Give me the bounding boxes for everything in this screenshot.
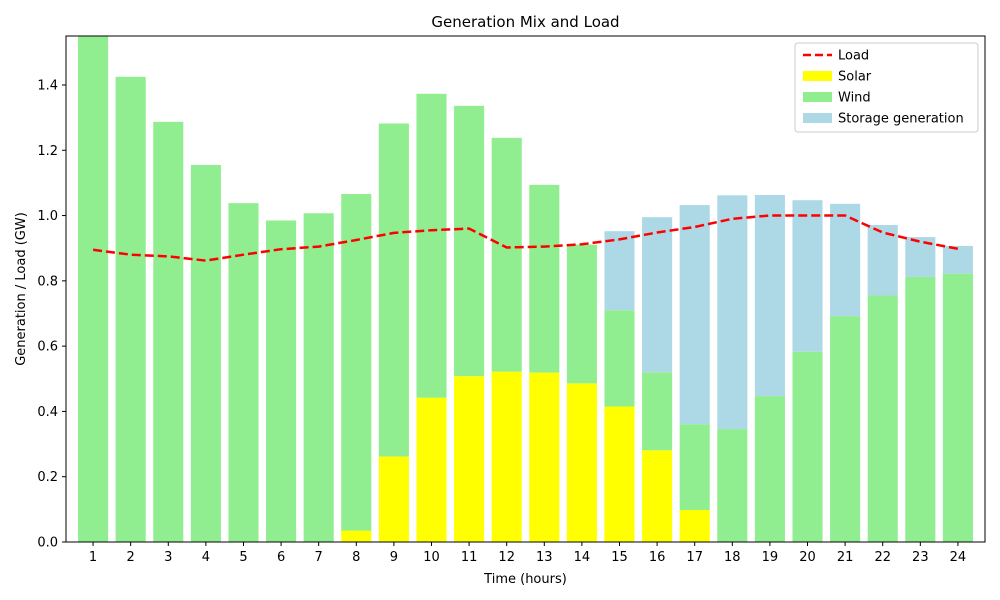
x-tick-label: 15	[611, 550, 628, 565]
x-tick-label: 22	[874, 550, 891, 565]
y-tick-label: 0.0	[37, 536, 58, 551]
solar-bar	[416, 397, 447, 542]
x-tick-label: 24	[950, 550, 967, 565]
x-tick-label: 20	[799, 550, 816, 565]
wind-bar	[78, 36, 109, 542]
solar-bar	[341, 530, 372, 542]
wind-bar	[491, 137, 522, 372]
wind-bar	[454, 105, 485, 377]
wind-bar	[867, 295, 898, 542]
x-axis-title: Time (hours)	[483, 572, 567, 587]
storage-generation-bar	[942, 245, 973, 274]
x-tick-label: 23	[912, 550, 929, 565]
y-tick-label: 0.2	[37, 470, 58, 485]
storage-generation-bar	[830, 203, 861, 317]
x-tick-label: 10	[423, 550, 440, 565]
x-tick-label: 4	[202, 550, 210, 565]
legend-swatch-solar	[803, 71, 832, 81]
x-tick-label: 12	[498, 550, 515, 565]
solar-bar	[378, 456, 409, 542]
y-tick-label: 1.4	[37, 78, 58, 93]
solar-bar	[529, 372, 560, 542]
x-tick-label: 5	[239, 550, 247, 565]
y-axis: 0.0 0.2 0.4 0.6 0.8 1.0 1.2 1.4	[37, 78, 66, 551]
wind-bar	[604, 310, 635, 407]
wind-bar	[905, 276, 936, 542]
wind-bar	[416, 93, 447, 398]
x-tick-label: 19	[762, 550, 779, 565]
x-tick-label: 21	[837, 550, 854, 565]
solar-bar	[454, 376, 485, 542]
wind-bar	[830, 316, 861, 542]
y-tick-label: 1.2	[37, 144, 58, 159]
wind-bar	[679, 424, 710, 511]
x-tick-label: 16	[649, 550, 666, 565]
bar-group	[78, 36, 973, 543]
wind-bar	[529, 184, 560, 373]
y-tick-label: 0.8	[37, 274, 58, 289]
x-tick-label: 18	[724, 550, 741, 565]
wind-bar	[303, 213, 334, 542]
x-tick-label: 14	[574, 550, 591, 565]
y-axis-title: Generation / Load (GW)	[14, 212, 29, 366]
solar-bar	[604, 406, 635, 542]
wind-bar	[942, 273, 973, 542]
legend-box	[794, 42, 979, 133]
legend-swatch-storage-generation	[803, 113, 832, 123]
load-line-group	[92, 214, 959, 262]
storage-generation-bar	[642, 217, 673, 373]
chart-title: Generation Mix and Load	[431, 13, 619, 31]
storage-generation-bar	[792, 200, 823, 352]
wind-bar	[378, 123, 409, 457]
wind-bar	[717, 429, 748, 542]
wind-bar	[190, 164, 221, 543]
wind-bar	[341, 194, 372, 531]
wind-bar	[566, 244, 597, 384]
x-tick-label: 2	[127, 550, 135, 565]
solar-bar	[566, 383, 597, 542]
x-tick-label: 3	[164, 550, 172, 565]
storage-generation-bar	[679, 205, 710, 425]
storage-generation-bar	[717, 195, 748, 430]
x-tick-label: 9	[390, 550, 398, 565]
solar-bar	[491, 371, 522, 542]
x-tick-label: 1	[89, 550, 97, 565]
wind-bar	[792, 351, 823, 542]
x-tick-label: 6	[277, 550, 285, 565]
legend-label-load: Load	[838, 49, 869, 64]
legend-swatch-wind	[803, 92, 832, 102]
wind-bar	[153, 121, 184, 542]
x-tick-label: 17	[686, 550, 703, 565]
legend: Load Solar Wind Storage generation	[794, 42, 979, 133]
x-tick-label: 7	[315, 550, 323, 565]
x-tick-label: 8	[352, 550, 360, 565]
storage-generation-bar	[754, 194, 785, 397]
y-tick-label: 0.4	[37, 405, 58, 420]
wind-bar	[228, 203, 259, 542]
y-tick-label: 0.6	[37, 340, 58, 355]
legend-label-solar: Solar	[838, 70, 872, 85]
load-line	[92, 214, 959, 262]
x-axis: 1 2 3 4 5 6 7 8 9 10 11 12 13 14 15 16 17 18 19 20 21 22 23 24	[89, 542, 966, 565]
x-tick-label: 13	[536, 550, 553, 565]
y-tick-label: 1.0	[37, 209, 58, 224]
wind-bar	[266, 220, 297, 542]
wind-bar	[115, 76, 146, 542]
x-tick-label: 11	[461, 550, 478, 565]
solar-bar	[642, 450, 673, 542]
wind-bar	[754, 396, 785, 542]
plot-frame	[65, 35, 986, 543]
legend-label-wind: Wind	[838, 91, 871, 106]
storage-generation-bar	[867, 225, 898, 296]
legend-label-storage-generation: Storage generation	[838, 112, 964, 127]
storage-generation-bar	[604, 231, 635, 311]
wind-bar	[642, 372, 673, 451]
solar-bar	[679, 510, 710, 542]
